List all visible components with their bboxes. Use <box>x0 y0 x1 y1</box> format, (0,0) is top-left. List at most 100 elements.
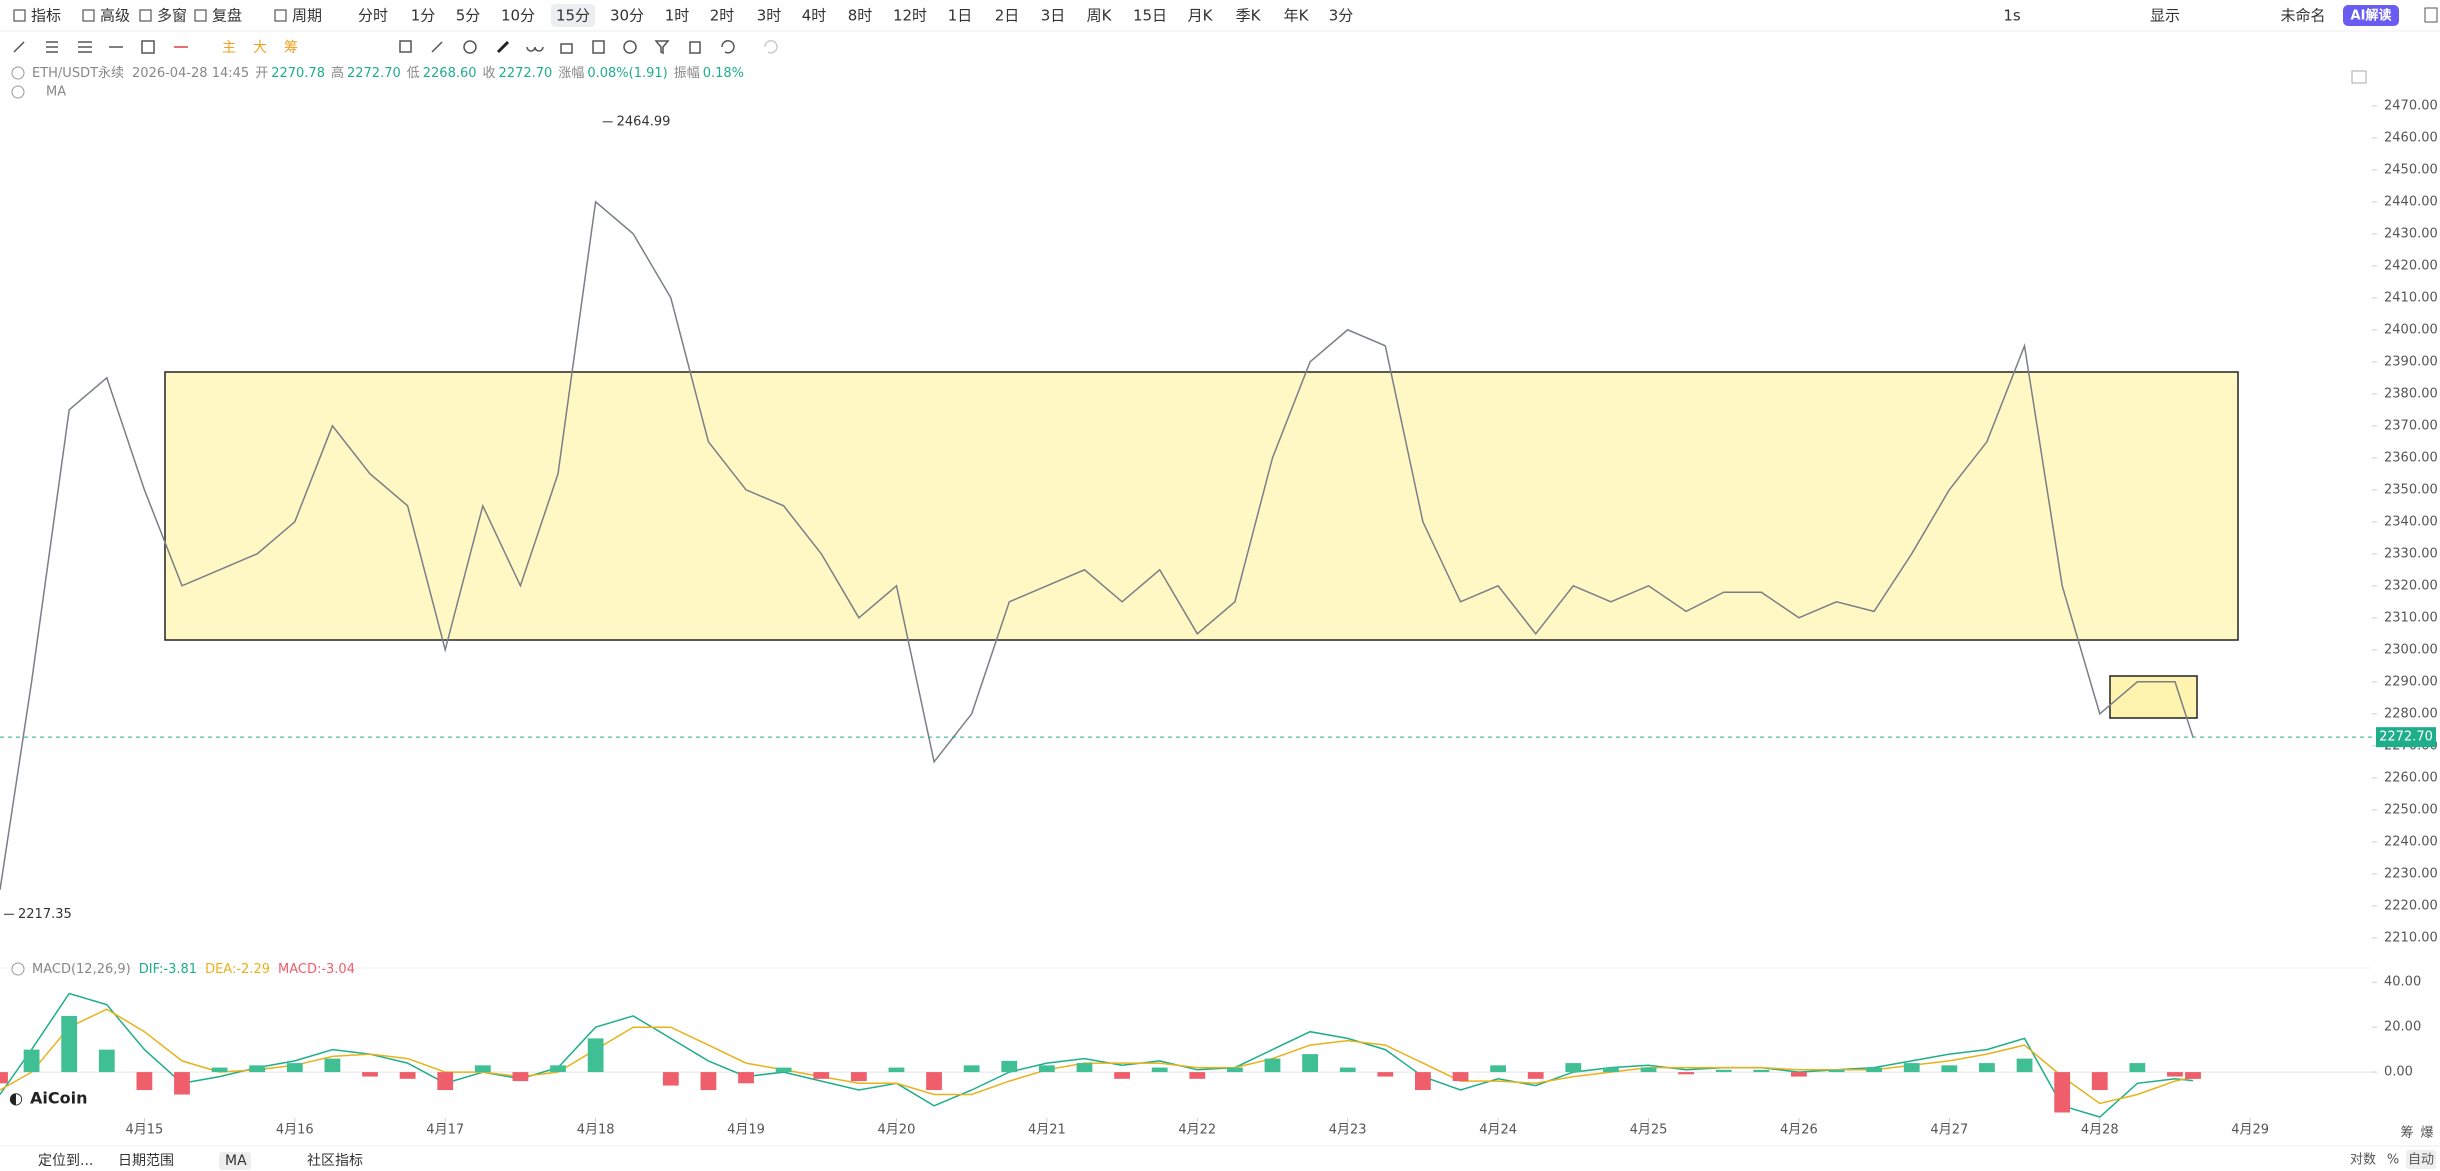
macd-bar <box>1490 1065 1507 1073</box>
tool-icon[interactable] <box>592 40 605 54</box>
tool-label[interactable]: 主 <box>222 40 236 56</box>
period-button[interactable]: 3日 <box>1041 7 1066 25</box>
bottom-item[interactable]: MA <box>225 1153 247 1169</box>
logo: AiCoin <box>30 1089 87 1108</box>
side-mark[interactable]: 爆 <box>2420 1126 2433 1141</box>
y-tick-label: 2230.00 <box>2384 866 2438 881</box>
y-tick-label: 2210.00 <box>2384 930 2438 945</box>
toolbar-right-item[interactable]: 显示 <box>2150 7 2180 25</box>
period-button[interactable]: 季K <box>1236 7 1262 25</box>
period-button[interactable]: 1时 <box>665 7 690 25</box>
toolbar-icon[interactable] <box>274 9 287 22</box>
macd-bar <box>1038 1065 1055 1073</box>
period-button[interactable]: 15日 <box>1133 7 1167 25</box>
tool-icon[interactable] <box>623 40 637 54</box>
y-tick-label: 2240.00 <box>2384 834 2438 849</box>
toolbar-item[interactable]: 多窗 <box>157 7 187 25</box>
toolbar-right-item[interactable]: 未命名 <box>2280 7 2325 25</box>
bottom-right-item[interactable]: 自动 <box>2408 1153 2434 1168</box>
y-tick-label: 2320.00 <box>2384 578 2438 593</box>
collapse-icon[interactable] <box>11 962 25 976</box>
auto-button-bg[interactable] <box>2406 1150 2436 1169</box>
tool-icon[interactable] <box>721 40 735 54</box>
bottom-right-item[interactable]: 对数 <box>2350 1153 2376 1168</box>
tool-icon[interactable] <box>399 40 412 53</box>
period-button[interactable]: 年K <box>1284 7 1310 25</box>
bottom-item[interactable]: 社区指标 <box>307 1153 363 1169</box>
x-tick-label: 4月28 <box>2081 1123 2119 1138</box>
period-button[interactable]: 15分 <box>556 7 590 25</box>
expand-icon[interactable] <box>2351 70 2367 84</box>
tool-icon[interactable] <box>689 41 701 54</box>
period-button[interactable]: 30分 <box>610 7 644 25</box>
macd-bar <box>1076 1063 1093 1073</box>
collapse-icon[interactable] <box>11 85 25 99</box>
ai-button-bg[interactable] <box>2343 5 2399 26</box>
tool-icon[interactable] <box>764 40 778 54</box>
collapse-icon[interactable] <box>11 66 25 80</box>
tool-icon[interactable] <box>141 40 155 54</box>
last-price-tag <box>2376 727 2436 748</box>
tool-icon[interactable] <box>46 41 58 53</box>
period-button[interactable]: 1分 <box>411 7 436 25</box>
range-box[interactable] <box>2109 675 2198 719</box>
tool-label[interactable]: 大 <box>253 40 267 56</box>
tool-icon[interactable] <box>496 40 510 54</box>
macd-bar <box>700 1072 717 1091</box>
macd-bar <box>662 1072 679 1086</box>
y-tick-label: 40.00 <box>2384 975 2421 990</box>
macd-bar <box>738 1072 754 1084</box>
toolbar-right-item[interactable]: 1s <box>2003 7 2021 25</box>
macd-bar <box>550 1065 566 1073</box>
y-tick-label: 2440.00 <box>2384 194 2438 209</box>
x-tick-label: 4月15 <box>125 1123 163 1138</box>
tool-icon[interactable] <box>526 46 544 52</box>
toolbar-icon[interactable] <box>194 9 207 22</box>
tool-icon[interactable] <box>654 40 670 55</box>
toolbar-right-item[interactable]: AI解读 <box>2351 8 2392 24</box>
bottom-item[interactable]: 日期范围 <box>118 1152 174 1169</box>
macd-bar <box>1452 1072 1469 1082</box>
price-line <box>0 200 2194 890</box>
toolbar-icon[interactable] <box>13 9 26 22</box>
annotation-label: 2464.99 <box>617 114 671 129</box>
period-button[interactable]: 分时 <box>358 7 388 25</box>
tool-icon[interactable] <box>560 43 573 54</box>
x-tick-label: 4月26 <box>1780 1123 1818 1138</box>
field-value: 2272.70 <box>499 66 553 81</box>
y-tick-label: 2460.00 <box>2384 130 2438 145</box>
period-button[interactable]: 10分 <box>501 7 535 25</box>
side-mark[interactable]: 筹 <box>2400 1125 2413 1141</box>
tool-icon[interactable] <box>463 40 477 54</box>
range-box[interactable] <box>164 371 2239 641</box>
toolbar-item[interactable]: 高级 <box>100 7 130 25</box>
tool-icon[interactable] <box>78 41 92 53</box>
macd-bar <box>136 1072 153 1091</box>
tool-icon[interactable] <box>13 41 25 53</box>
bottom-item[interactable]: 定位到... <box>38 1153 93 1169</box>
period-button[interactable]: 5分 <box>456 7 481 25</box>
trend-icon[interactable] <box>2424 7 2438 23</box>
period-button[interactable]: 3时 <box>757 7 782 25</box>
bottom-right-item[interactable]: % <box>2387 1153 2399 1168</box>
period-button[interactable]: 8时 <box>848 7 873 25</box>
tool-icon[interactable] <box>431 41 443 53</box>
macd-line <box>0 1008 2194 1105</box>
toolbar-item[interactable]: 复盘 <box>212 7 242 25</box>
toolbar-icon[interactable] <box>82 9 95 22</box>
period-button[interactable]: 2日 <box>995 7 1020 25</box>
toolbar-item[interactable]: 周期 <box>292 7 322 25</box>
period-button[interactable]: 1日 <box>948 7 973 25</box>
toolbar-item[interactable]: 指标 <box>31 7 61 25</box>
period-button[interactable]: 月K <box>1188 7 1214 25</box>
period-button[interactable]: 2时 <box>710 7 735 25</box>
macd-bar <box>888 1067 905 1073</box>
toolbar-icon[interactable] <box>139 9 152 22</box>
period-button[interactable]: 12时 <box>893 7 927 25</box>
ma-button-bg[interactable] <box>219 1152 251 1170</box>
tool-label[interactable]: 筹 <box>284 39 298 56</box>
period-button[interactable]: 4时 <box>802 7 827 25</box>
period-button[interactable]: 周K <box>1087 7 1113 25</box>
period-button[interactable]: 3分 <box>1329 7 1354 25</box>
